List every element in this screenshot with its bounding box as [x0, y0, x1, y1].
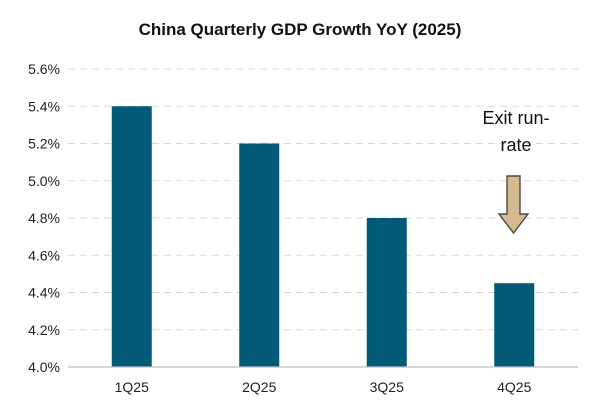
x-tick-label-4q25: 4Q25	[497, 379, 531, 395]
y-tick-label: 4.4%	[28, 285, 60, 301]
bar-3q25	[366, 218, 407, 367]
chart-title: China Quarterly GDP Growth YoY (2025)	[139, 20, 462, 39]
y-tick-label: 5.2%	[28, 136, 60, 152]
y-tick-label: 4.6%	[28, 247, 60, 263]
y-gridlines	[68, 68, 578, 331]
y-tick-label: 5.0%	[28, 173, 60, 189]
bar-4q25	[494, 283, 535, 367]
bar-1q25	[111, 106, 152, 367]
exit-run-rate-annotation: Exit run- rate	[482, 108, 550, 235]
annotation-text-line-2: rate	[500, 135, 531, 155]
y-tick-label: 5.6%	[28, 61, 60, 77]
x-tick-label-2q25: 2Q25	[242, 379, 276, 395]
y-tick-label: 4.2%	[28, 322, 60, 338]
down-arrow-icon	[497, 175, 530, 235]
x-tick-label-3q25: 3Q25	[370, 379, 404, 395]
bar-2q25	[239, 143, 280, 367]
y-tick-label: 5.4%	[28, 98, 60, 114]
annotation-text-line-1: Exit run-	[482, 108, 549, 128]
x-axis-tick-labels: 1Q25 2Q25 3Q25 4Q25	[115, 379, 532, 395]
y-axis-tick-labels: 4.0% 4.2% 4.4% 4.6% 4.8% 5.0% 5.2% 5.4% 5.6%	[28, 61, 60, 375]
y-tick-label: 4.8%	[28, 210, 60, 226]
y-tick-label: 4.0%	[28, 359, 60, 375]
x-tick-label-1q25: 1Q25	[115, 379, 149, 395]
bar-series	[111, 106, 535, 367]
